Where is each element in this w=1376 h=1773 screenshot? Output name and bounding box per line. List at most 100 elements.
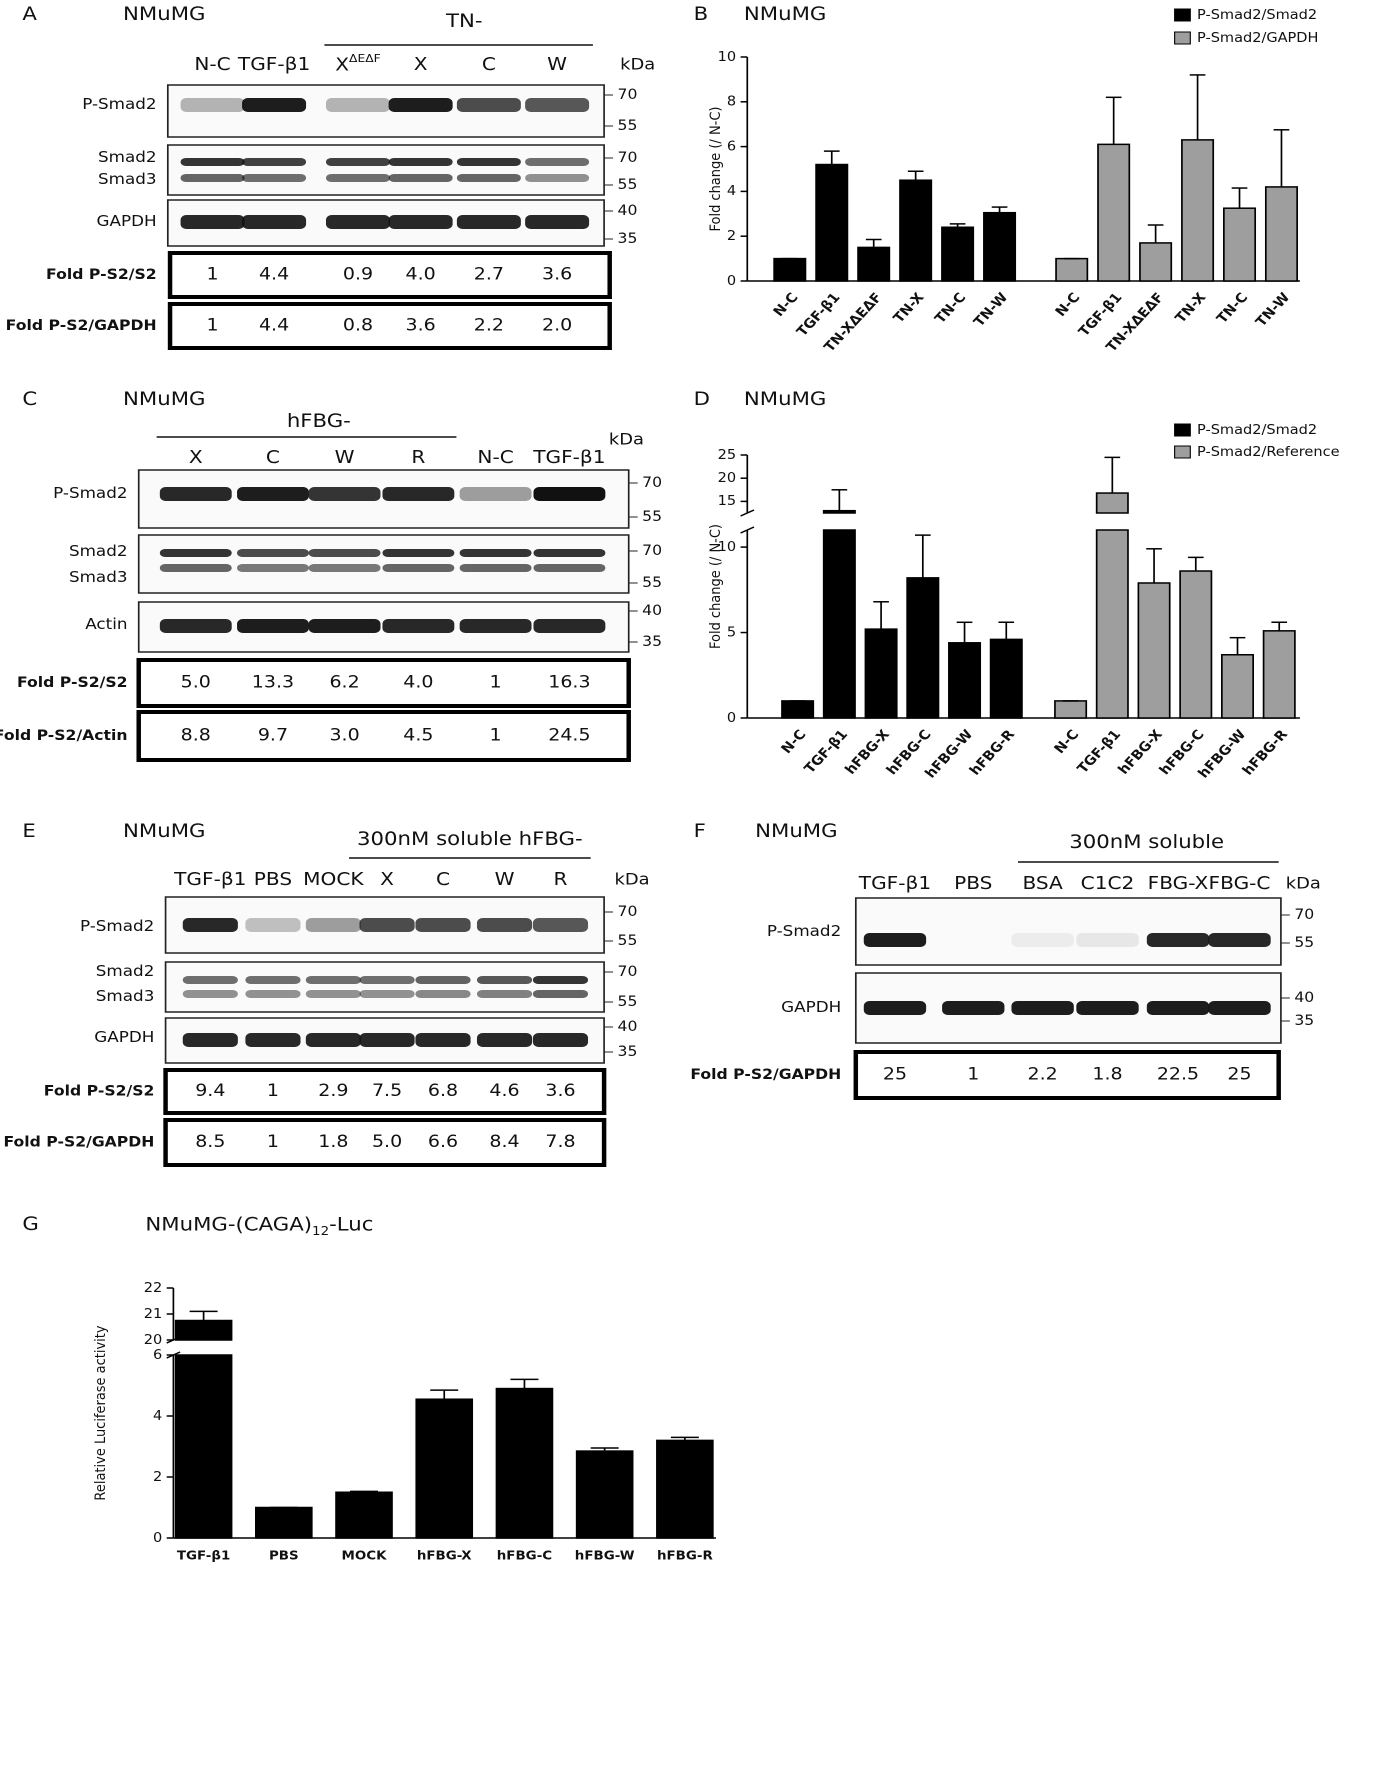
band [456, 158, 521, 166]
group-label: 300nM soluble hFBG- [357, 827, 583, 850]
quant-value: 4.0 [403, 673, 433, 693]
bar [656, 1439, 714, 1539]
x-tick-label: PBS [269, 1549, 299, 1563]
x-tick-label: hFBG-R [657, 1549, 713, 1563]
quant-box [136, 658, 631, 708]
quant-value: 13.3 [252, 673, 294, 693]
quant-value: 6.2 [329, 673, 359, 693]
quant-value: 2.2 [474, 316, 504, 336]
lane-label: FBG-X [1148, 872, 1209, 894]
panel-letter: D [694, 387, 710, 410]
band [476, 918, 533, 932]
band [1011, 1001, 1074, 1015]
band [180, 98, 245, 112]
y-tick-label: 2 [727, 229, 736, 244]
marker-label: 70 [642, 474, 662, 491]
band [245, 918, 301, 932]
marker-label: 55 [1294, 934, 1314, 951]
x-tick-label: hFBG-C [497, 1549, 552, 1563]
bar [906, 577, 940, 719]
y-axis-label: Fold change (/ N-C) [708, 107, 725, 232]
lane-label: N-C [477, 446, 513, 468]
lane-label-sup: ΔEΔF [349, 51, 381, 64]
axis-break [740, 526, 755, 534]
band [382, 619, 455, 633]
lane-label: R [411, 446, 425, 468]
bar [1095, 529, 1129, 719]
bar [1264, 186, 1298, 282]
band [415, 990, 471, 998]
blot-frame [854, 897, 1282, 966]
lane-label: R [553, 868, 567, 890]
kda-label: kDa [609, 431, 644, 450]
band [415, 976, 471, 984]
band [308, 549, 381, 557]
band [245, 976, 301, 984]
marker-label: 70 [618, 963, 638, 980]
band [388, 174, 453, 182]
band [1146, 1001, 1210, 1015]
marker-label: 70 [618, 149, 638, 166]
band [525, 158, 590, 166]
marker-label: 35 [1294, 1012, 1314, 1029]
band [1208, 933, 1271, 947]
quant-box [853, 1050, 1281, 1100]
lane-label: MOCK [303, 868, 364, 890]
band [863, 933, 927, 947]
band [863, 1001, 927, 1015]
row-label: P-Smad2 [80, 917, 154, 935]
quant-value: 4.4 [259, 265, 289, 285]
kda-label: kDa [620, 56, 655, 75]
y-tick-label: 20 [718, 471, 737, 486]
panel-letter: C [22, 387, 37, 410]
quant-value: 2.7 [474, 265, 504, 285]
bar [1137, 582, 1171, 719]
legend-swatch [1174, 8, 1191, 22]
y-tick-label: 0 [153, 1530, 162, 1545]
bar [773, 257, 807, 282]
lane-label: W [547, 53, 567, 75]
quant-value: 2.0 [542, 316, 572, 336]
band [476, 990, 533, 998]
x-tick-label: TN-W [971, 290, 1012, 329]
band [325, 215, 390, 229]
title-part: 12 [312, 1224, 329, 1238]
marker-label: 35 [618, 230, 638, 247]
group-label: 300nM soluble [1069, 830, 1224, 853]
band [245, 1033, 301, 1047]
y-tick-label: 10 [718, 49, 737, 64]
bar [1181, 139, 1215, 282]
axis-break [740, 509, 755, 517]
band [242, 174, 307, 182]
quant-value: 8.8 [181, 726, 211, 746]
legend-swatch [1174, 31, 1191, 45]
bar [1221, 654, 1255, 719]
band [533, 549, 606, 557]
quant-value: 6.8 [428, 1081, 458, 1101]
band [237, 564, 309, 572]
band [1208, 1001, 1271, 1015]
lane-label: C1C2 [1081, 872, 1135, 894]
bar [1095, 492, 1129, 514]
bar [948, 642, 982, 719]
quant-value: 1.8 [318, 1132, 348, 1152]
quant-value: 1 [967, 1065, 979, 1085]
quant-value: 3.6 [406, 316, 436, 336]
marker-label: 40 [642, 602, 662, 619]
lane-label: TGF-β1 [173, 868, 246, 890]
row-label: Smad3 [98, 170, 157, 188]
marker-label: 35 [618, 1043, 638, 1060]
row-label: P-Smad2 [767, 922, 841, 940]
band [245, 990, 301, 998]
x-tick-label: MOCK [342, 1549, 388, 1563]
quant-label: Fold P-S2/GAPDH [690, 1066, 841, 1083]
bar [335, 1491, 393, 1539]
marker-label: 70 [618, 903, 638, 920]
band [459, 564, 532, 572]
quant-value: 1 [207, 265, 219, 285]
band [382, 549, 455, 557]
quant-box [167, 302, 612, 350]
panel-letter: A [22, 2, 37, 25]
band [1146, 933, 1210, 947]
band [476, 976, 533, 984]
